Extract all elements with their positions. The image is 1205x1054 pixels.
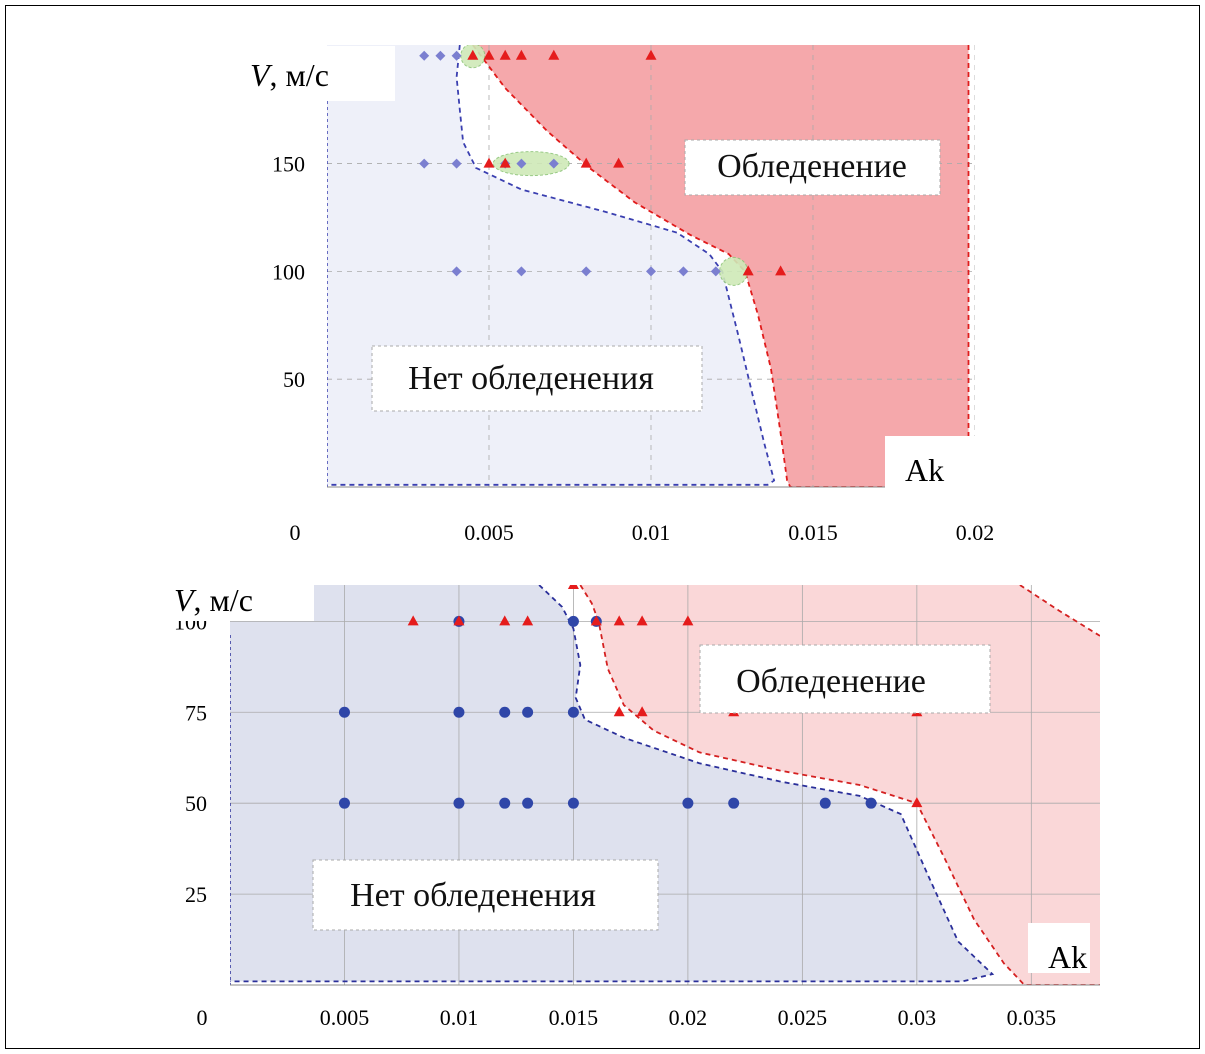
triangle-point [567, 585, 579, 589]
diamond-point [516, 266, 527, 277]
diamond-point [710, 266, 721, 277]
diamond-point [646, 266, 656, 277]
y-tick-label: 75 [185, 700, 207, 725]
triangle-point [522, 615, 534, 626]
x-tick-label: 0.025 [778, 1005, 828, 1030]
triangle-point [682, 615, 694, 626]
circle-point [819, 797, 831, 809]
triangle-point [613, 706, 625, 717]
x-tick-label: 0 [290, 520, 301, 545]
triangle-point [580, 157, 592, 168]
circle-point [567, 706, 579, 718]
circle-point [567, 797, 579, 809]
triangle-point [636, 615, 648, 626]
triangle-point [483, 49, 495, 60]
diamond-point [451, 266, 462, 277]
x-axis-label: Ak [1048, 939, 1087, 975]
diamond-point [419, 50, 430, 61]
triangle-point [467, 49, 479, 60]
x-tick-label: 0.01 [440, 1005, 479, 1030]
diamond-point [451, 50, 462, 61]
circle-point [682, 797, 694, 809]
diamond-point [548, 158, 559, 169]
no-ice-label-box [371, 345, 703, 412]
circle-point [522, 706, 534, 718]
diamond-point [451, 158, 462, 169]
diamond-point [581, 266, 592, 277]
circle-point [522, 797, 534, 809]
circle-point [453, 706, 465, 718]
no-ice-boundary [327, 45, 776, 486]
triangle-point [515, 49, 527, 60]
triangle-point [453, 615, 465, 626]
y-tick-label: 50 [185, 791, 207, 816]
triangle-series [467, 49, 787, 276]
y-tick-label: 150 [272, 152, 305, 177]
circle-point [338, 706, 350, 718]
diamond-point [419, 158, 430, 169]
triangle-series [407, 585, 923, 808]
transition-zone [492, 151, 570, 177]
y-tick-label: 50 [283, 367, 305, 392]
circle-point [338, 797, 350, 809]
triangle-point [499, 615, 511, 626]
y-axis-label: V, м/с [174, 582, 253, 618]
ice-boundary-right [1019, 585, 1100, 637]
y-tick-label: 100 [272, 259, 305, 284]
circle-point [499, 706, 511, 718]
triangle-point [548, 49, 560, 60]
triangle-point [483, 157, 495, 168]
triangle-point [742, 265, 754, 276]
circle-point [499, 797, 511, 809]
triangle-point [590, 615, 602, 626]
ice-boundary [579, 585, 1100, 985]
triangle-point [911, 797, 923, 808]
triangle-point [613, 615, 625, 626]
triangle-point [645, 49, 657, 60]
ice-region-label: Обледенение [736, 663, 926, 700]
chart-2: 0 0.005 0.01 0.015 0.02 0.025 0.03 0.0352550751… [164, 571, 1100, 1030]
diamond-series [419, 50, 721, 277]
circle-point [728, 797, 740, 809]
y-axis-label: V, м/с [250, 57, 329, 93]
triangle-point [613, 157, 625, 168]
triangle-point [499, 157, 511, 168]
x-tick-label: 0.035 [1007, 1005, 1057, 1030]
chart-1: 0 0.005 0.01 0.015 0.02 50 100 150 V, м/с Ak Облед… [240, 45, 995, 545]
circle-point [567, 615, 579, 627]
triangle-point [775, 265, 787, 276]
ice-label-box [699, 644, 991, 714]
x-tick-label: 0.015 [549, 1005, 599, 1030]
transition-zone [719, 256, 749, 286]
diamond-point [516, 158, 527, 169]
y-tick-label: 25 [185, 882, 207, 907]
triangle-point [499, 49, 511, 60]
x-axis-label: Ak [905, 452, 944, 488]
triangle-point [407, 615, 419, 626]
x-tick-label: 0.02 [956, 520, 995, 545]
ice-region-label: Обледенение [717, 148, 907, 185]
ice-label-box [684, 139, 941, 196]
no-ice-boundary [230, 585, 995, 983]
x-tick-label: 0.03 [898, 1005, 937, 1030]
plot-area [327, 45, 975, 487]
x-tick-label: 0.01 [632, 520, 671, 545]
x-tick-label: 0.02 [669, 1005, 708, 1030]
x-tick-label: 0.005 [320, 1005, 370, 1030]
diamond-point [435, 50, 446, 61]
triangle-point [636, 706, 648, 717]
no-ice-region-label: Нет обледенения [408, 360, 654, 397]
x-tick-label: 0.005 [464, 520, 514, 545]
x-tick-label: 0 [197, 1005, 208, 1030]
no-ice-region-label: Нет обледенения [350, 877, 596, 914]
x-tick-label: 0.015 [788, 520, 838, 545]
circle-point [865, 797, 877, 809]
circle-point [453, 797, 465, 809]
no-ice-label-box [312, 859, 659, 931]
diamond-point [678, 266, 689, 277]
